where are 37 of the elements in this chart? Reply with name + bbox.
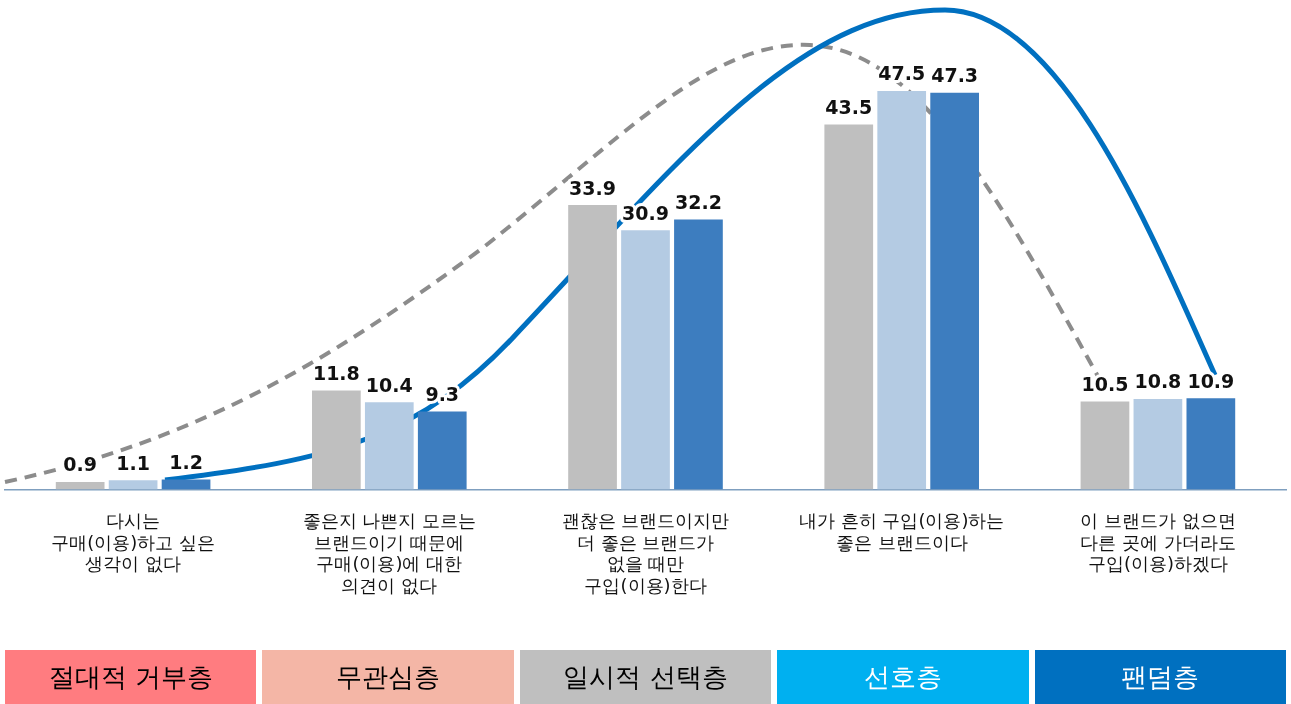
bar	[621, 230, 670, 490]
bar	[108, 480, 158, 490]
bar	[1133, 398, 1183, 490]
data-label: 32.2	[675, 190, 722, 213]
text: 절대적 거부층	[5, 650, 257, 704]
bar	[877, 90, 927, 490]
bar	[417, 411, 467, 490]
data-label: 33.9	[569, 176, 616, 199]
bar	[364, 402, 414, 490]
data-label: 47.5	[878, 62, 926, 85]
x-tick-label: 내가 흔히 구입(이용)하는 좋은 브랜드이다	[798, 510, 1005, 553]
text: 무관심층	[262, 650, 514, 704]
x-tick-label: 좋은지 나쁜지 모르는 브랜드이기 때문에 구매(이용)에 대한 의견이 없다	[302, 510, 477, 596]
bar	[674, 219, 723, 490]
data-label: 10.4	[365, 373, 413, 396]
bar	[930, 92, 979, 490]
bar	[55, 482, 105, 490]
x-tick-label: 다시는 구매(이용)하고 싶은 생각이 없다	[51, 510, 215, 575]
bar	[1080, 401, 1130, 490]
bar	[1186, 398, 1236, 490]
data-label: 47.3	[931, 64, 979, 87]
data-label: 10.5	[1081, 372, 1129, 395]
text: 팬덤층	[1034, 650, 1287, 704]
x-tick-label: 괜찮은 브랜드이지만 더 좋은 브랜드가 없을 때만 구입(이용)한다	[561, 510, 730, 596]
x-tick-label: 이 브랜드가 없으면 다른 곳에 가더라도 구입(이용)하겠다	[1080, 510, 1236, 575]
bar	[568, 205, 617, 490]
text: 일시적 선택층	[519, 650, 772, 704]
text: 선호층	[777, 650, 1029, 704]
data-label: 1.2	[169, 450, 203, 473]
data-label: 11.8	[312, 362, 360, 385]
data-label: 10.9	[1187, 369, 1235, 392]
data-label: 0.9	[63, 453, 97, 476]
data-label: 1.1	[116, 451, 150, 474]
bar	[824, 124, 874, 490]
data-label: 43.5	[825, 95, 873, 118]
bar	[312, 390, 361, 490]
data-label: 10.8	[1134, 370, 1182, 393]
